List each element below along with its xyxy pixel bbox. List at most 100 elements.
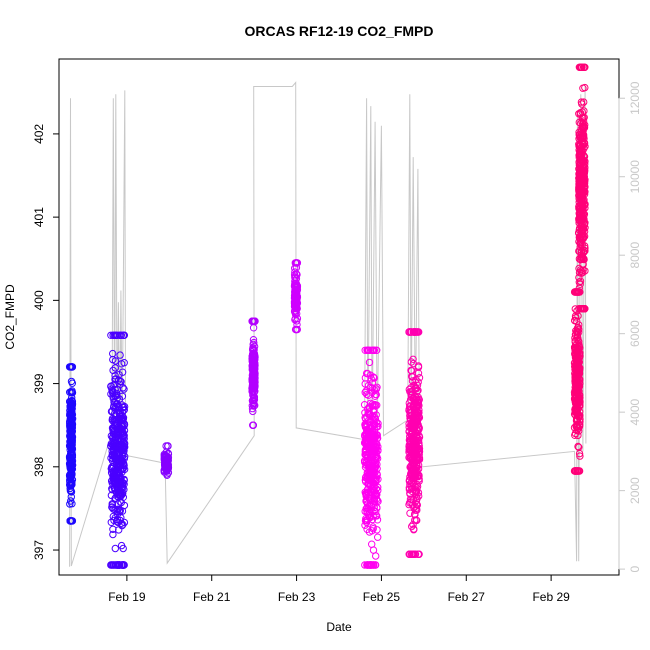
- data-point: [363, 468, 371, 477]
- data-point: [361, 374, 370, 382]
- data-point: [571, 467, 580, 475]
- data-point: [575, 424, 583, 432]
- data-point: [580, 98, 588, 106]
- data-point: [571, 288, 579, 296]
- data-point: [291, 316, 299, 324]
- data-point: [374, 483, 382, 491]
- data-point: [368, 379, 376, 387]
- data-point: [111, 357, 120, 365]
- data-point: [573, 331, 582, 339]
- x-tick-label: Feb 23: [278, 590, 316, 604]
- data-point: [109, 530, 117, 539]
- data-point: [577, 305, 585, 313]
- data-point: [576, 207, 584, 216]
- data-point: [371, 443, 379, 451]
- data-point: [366, 424, 374, 432]
- data-point: [373, 496, 381, 504]
- data-point: [117, 519, 126, 527]
- data-point: [119, 384, 127, 392]
- x-tick-label: Feb 29: [532, 590, 570, 604]
- altitude-line: [69, 81, 587, 567]
- data-point: [408, 501, 417, 509]
- data-point: [576, 109, 585, 117]
- x-axis: Feb 19 Feb 21 Feb 23 Feb 25 Feb 27 Feb 29: [108, 574, 570, 604]
- data-point: [115, 526, 123, 534]
- data-point: [575, 219, 583, 227]
- data-point: [573, 317, 581, 326]
- data-point: [67, 440, 76, 448]
- data-point: [373, 526, 381, 534]
- data-point: [373, 490, 381, 499]
- data-point: [576, 133, 584, 142]
- data-point: [292, 292, 301, 300]
- data-point: [577, 230, 585, 239]
- data-point: [113, 441, 121, 450]
- data-point: [370, 406, 378, 414]
- x-tick-label: Feb 21: [193, 590, 231, 604]
- data-point: [368, 489, 376, 497]
- data-point: [67, 388, 76, 397]
- y2-axis: 0 2000 4000 6000 8000 10000 12000: [618, 81, 642, 572]
- data-point: [406, 550, 414, 558]
- data-point: [110, 331, 119, 339]
- data-point: [364, 480, 372, 488]
- data-point: [415, 395, 423, 404]
- points-layer: [65, 63, 589, 569]
- data-point: [118, 447, 127, 455]
- data-point: [410, 550, 418, 558]
- data-point: [116, 331, 124, 339]
- data-point: [575, 443, 583, 451]
- data-point: [413, 516, 421, 525]
- data-point: [408, 377, 417, 385]
- y-tick-label: 402: [32, 124, 46, 144]
- data-point: [164, 464, 173, 472]
- data-point: [372, 390, 380, 399]
- data-point: [412, 328, 421, 336]
- y-tick-label: 400: [32, 290, 46, 310]
- data-point: [120, 480, 128, 488]
- data-point: [414, 363, 423, 371]
- y-tick-label: 399: [32, 373, 46, 393]
- data-point: [570, 343, 579, 351]
- data-point: [405, 446, 414, 455]
- data-point: [414, 378, 422, 386]
- series-rf16: [290, 259, 302, 334]
- data-point: [108, 503, 116, 511]
- data-point: [571, 312, 580, 320]
- data-point: [250, 399, 258, 407]
- data-point: [406, 438, 415, 446]
- data-point: [116, 351, 124, 359]
- data-point: [575, 273, 583, 282]
- data-point: [364, 489, 373, 497]
- y-axis-label: CO2_FMPD: [3, 284, 17, 350]
- data-point: [161, 462, 169, 470]
- data-point: [68, 470, 76, 478]
- data-point: [290, 271, 299, 279]
- data-point: [118, 401, 126, 409]
- data-point: [407, 409, 416, 417]
- data-point: [579, 224, 587, 232]
- data-point: [120, 475, 128, 484]
- data-point: [366, 418, 375, 426]
- data-point: [120, 518, 129, 527]
- data-point: [292, 284, 300, 292]
- data-point: [414, 412, 423, 421]
- data-point: [363, 442, 371, 451]
- y2-tick-label: 12000: [628, 81, 642, 115]
- data-point: [580, 190, 589, 199]
- data-point: [108, 385, 116, 393]
- data-point: [581, 63, 589, 72]
- data-point: [251, 361, 259, 369]
- series-rf18: [405, 328, 424, 558]
- data-point: [108, 407, 117, 415]
- data-point: [371, 561, 380, 569]
- data-point: [573, 380, 581, 389]
- data-point: [407, 442, 415, 450]
- data-point: [374, 533, 382, 541]
- y2-tick-label: 0: [628, 565, 642, 572]
- data-point: [361, 473, 370, 482]
- data-point: [367, 561, 375, 569]
- data-point: [293, 320, 301, 329]
- data-point: [371, 438, 379, 446]
- y2-tick-label: 10000: [628, 160, 642, 194]
